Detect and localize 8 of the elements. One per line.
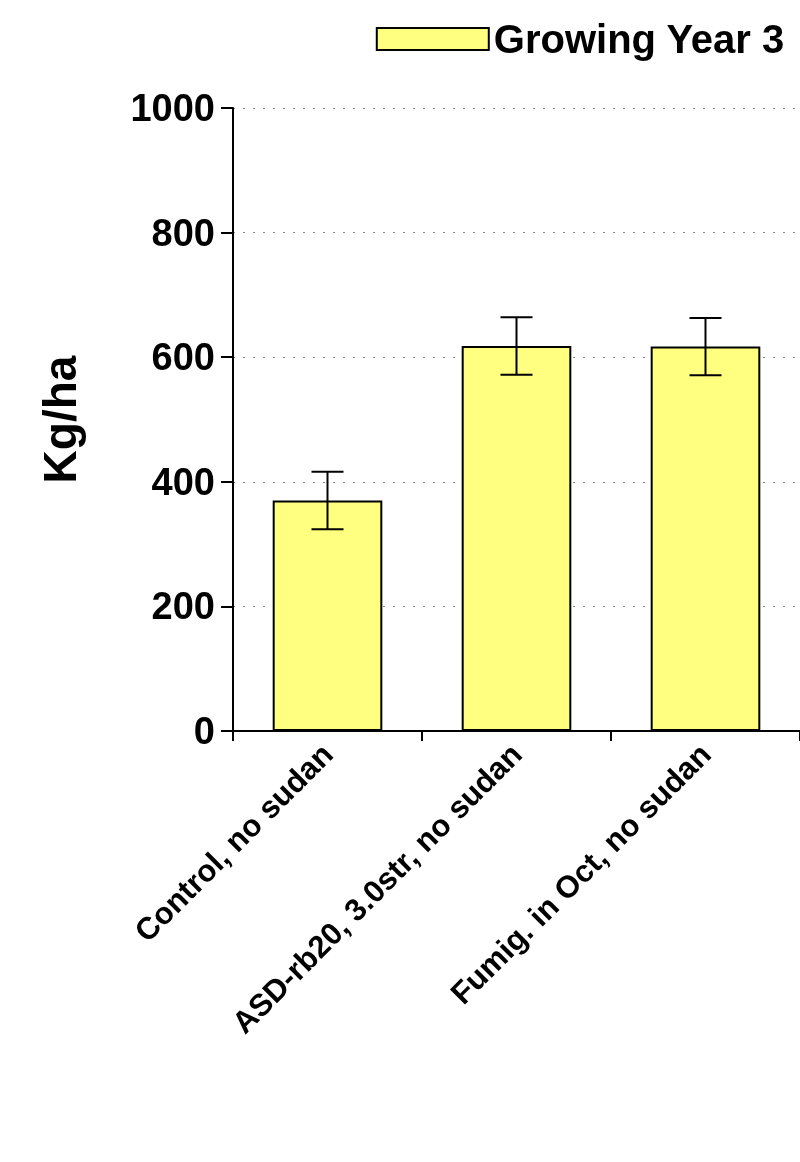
y-tick-label: 1000 [130, 87, 215, 129]
y-tick-label: 400 [151, 460, 215, 503]
y-tick-label: 800 [151, 211, 215, 254]
y-tick-label: 0 [193, 710, 215, 752]
y-tick-label: 600 [151, 336, 215, 379]
legend-label: Growing Year 3 [493, 17, 785, 61]
y-axis-title: Kg/ha [34, 355, 86, 484]
y-tick-label: 200 [151, 585, 215, 628]
